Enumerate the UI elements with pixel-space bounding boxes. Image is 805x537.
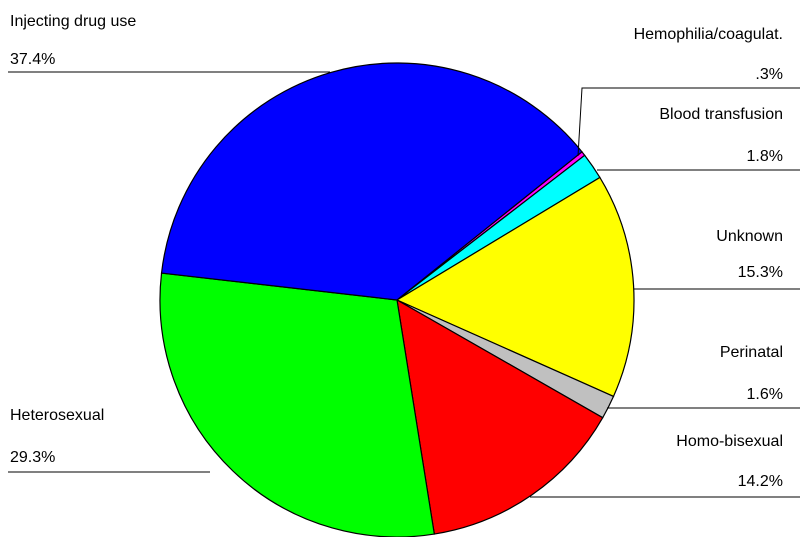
slice-label: Homo-bisexual: [676, 433, 783, 450]
pie-slice: [159, 272, 436, 537]
slice-value-label: 1.8%: [747, 148, 783, 165]
slice-value-label: .3%: [755, 66, 783, 83]
slice-value-label: 29.3%: [10, 449, 55, 466]
slice-value-label: 37.4%: [10, 51, 55, 68]
leader-line: [577, 87, 800, 157]
slice-value-label: 15.3%: [738, 264, 783, 281]
slice-label: Hemophilia/coagulat.: [634, 26, 783, 43]
slice-label: Unknown: [716, 228, 783, 245]
slice-label: Perinatal: [720, 344, 783, 361]
slice-value-label: 1.6%: [747, 386, 783, 403]
slice-value-label: 14.2%: [738, 473, 783, 490]
pie-slice: [395, 176, 635, 398]
slice-label: Injecting drug use: [10, 13, 136, 30]
pie-slice: [160, 62, 583, 301]
pie-slice: [396, 298, 604, 535]
slice-label: Heterosexual: [10, 407, 104, 424]
slice-label: Blood transfusion: [659, 106, 783, 123]
